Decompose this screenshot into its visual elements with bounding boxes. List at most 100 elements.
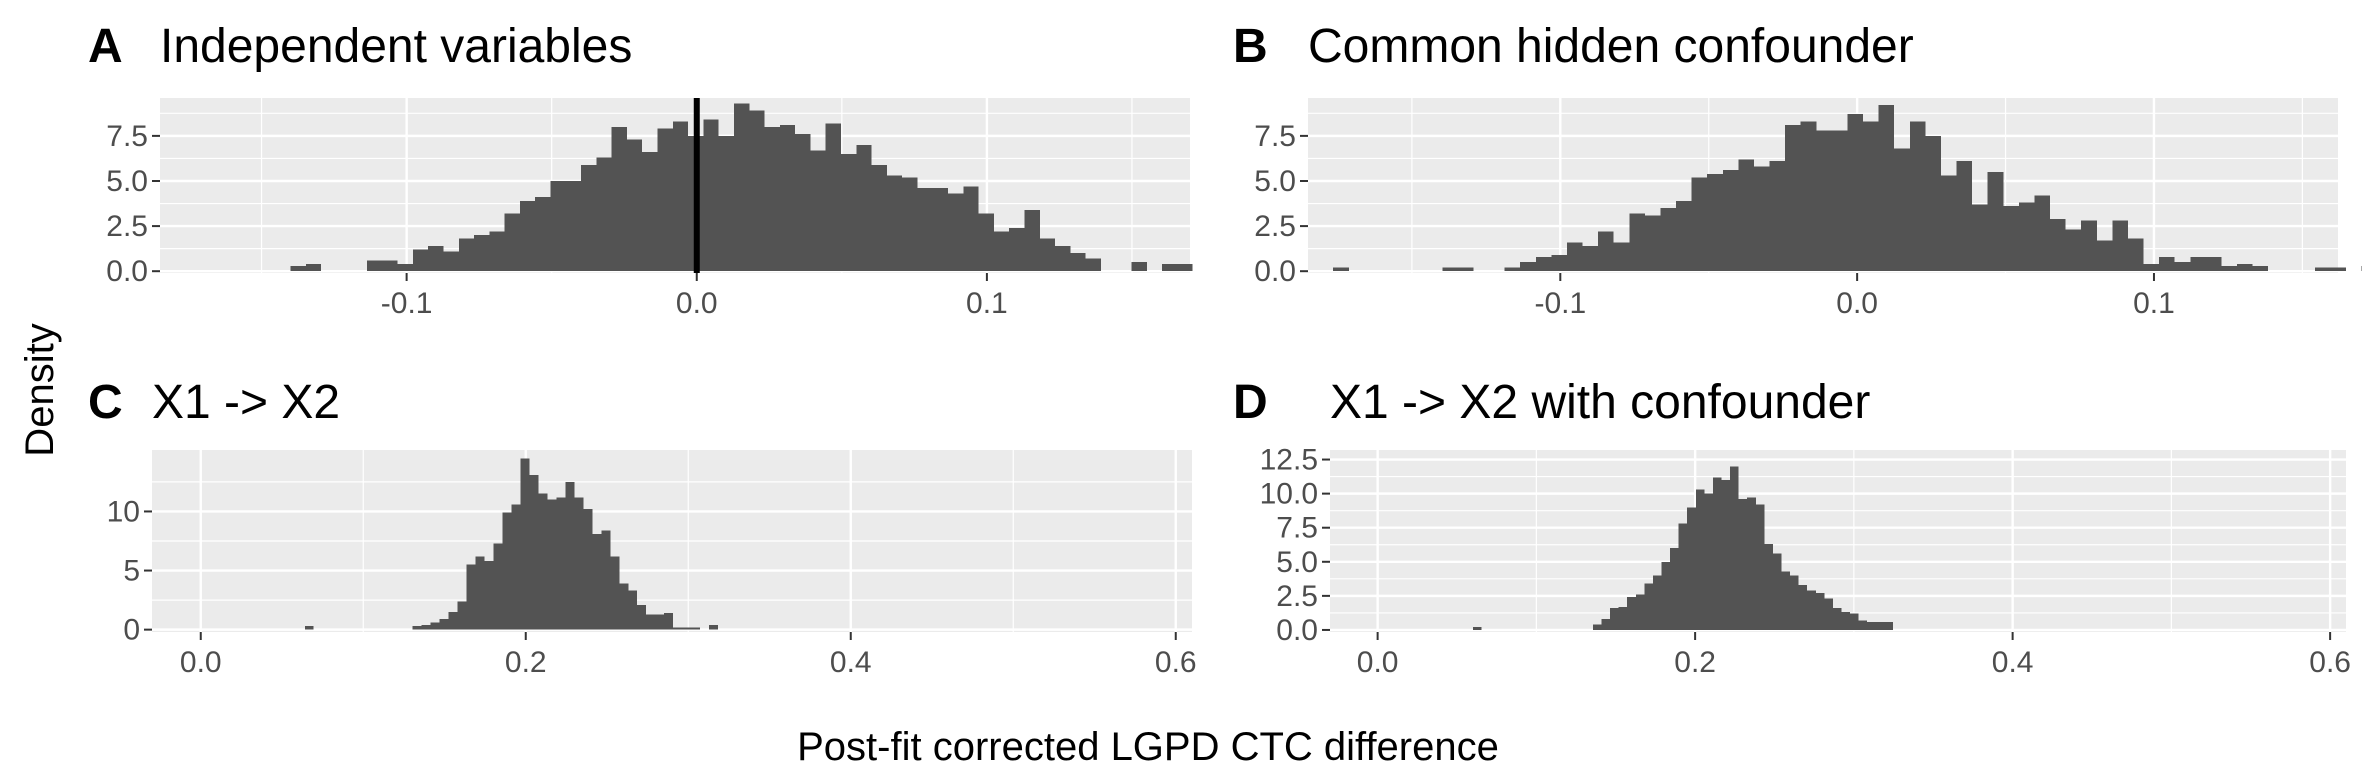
panel-b-bar (2065, 229, 2082, 272)
panel-d-bar (1704, 493, 1713, 630)
panel-a-bar (672, 121, 689, 272)
panel-b-bar (2018, 202, 2035, 272)
panel-b-bar (1644, 215, 1661, 272)
panel-d-x-tick-label: 0.0 (1357, 646, 1399, 679)
panel-c-bar (583, 509, 593, 630)
panel-d-bar (1627, 597, 1636, 630)
panel-a-x-tick-label: 0.0 (676, 287, 718, 320)
panel-d-bar (1592, 624, 1602, 630)
panel-a-x-tick-label: 0.1 (966, 287, 1008, 320)
panel-a-bar (703, 119, 719, 272)
panel-b-bar (1520, 262, 1536, 272)
panel-c-y-tick-label: 10 (107, 495, 140, 528)
panel-b-bar (1707, 173, 1723, 272)
panel-a-bar (290, 265, 306, 272)
panel-b-bar (2003, 206, 2019, 272)
panel-c-bar (439, 619, 449, 630)
panel-a-bar (795, 134, 811, 272)
panel-a-bar (993, 231, 1010, 272)
panel-d-bar (1832, 608, 1842, 630)
panel-b-bar (2159, 256, 2175, 272)
panel-c-letter: C (88, 376, 123, 429)
panel-b-bar (2081, 220, 2097, 272)
panel-a-bar (902, 177, 918, 272)
panel-c-bar (529, 474, 539, 630)
panel-a: A Independent variables 0.0 2.5 5.0 7.5 -0.1… (88, 20, 1193, 320)
panel-a-bar (1131, 262, 1147, 272)
panel-d: D X1 -> X2 with confounder 0.02.55.07.51… (1233, 376, 2351, 679)
panel-a-bar (1162, 263, 1178, 272)
panel-d-bar (1635, 594, 1645, 630)
panel-a-bar (764, 126, 780, 272)
panel-a-bar (535, 197, 551, 272)
panel-a-bar (871, 164, 887, 272)
panel-a-bar (596, 157, 612, 272)
panel-b-bar (1551, 254, 1567, 272)
panel-a-bar (978, 213, 994, 272)
panel-b-bar (2050, 218, 2066, 272)
panel-a-bar (474, 235, 490, 272)
panel-c-bar (637, 604, 647, 630)
panel-a-bar (733, 103, 750, 272)
panel-d-bar (1815, 593, 1825, 630)
panel-a-bar (749, 110, 765, 272)
panel-d-bar (1610, 608, 1619, 630)
panel-b-y-tick-label: 5.0 (1254, 165, 1296, 198)
panel-d-bar (1695, 489, 1705, 630)
panel-d-bar (1875, 621, 1885, 630)
panel-d-y-tick-label: 10.0 (1260, 478, 1318, 511)
panel-b-bar (1442, 267, 1458, 272)
panel-d-bar (1755, 504, 1765, 630)
panel-d-y-tick-label: 0.0 (1276, 614, 1318, 647)
panel-b-bar (1894, 148, 1910, 272)
panel-a-bar (963, 186, 979, 272)
panel-c-bar (520, 458, 530, 630)
panel-c-bar (457, 601, 467, 630)
panel-d-bar (1670, 548, 1679, 630)
panel-a-bar (810, 150, 826, 272)
panel-b-bar (2221, 265, 2238, 272)
panel-c-bar (709, 624, 719, 630)
panel-d-letter: D (1233, 376, 1268, 429)
panel-a-y-tick-label: 5.0 (106, 165, 148, 198)
panel-b-bar (1769, 161, 1786, 272)
panel-a-bar (412, 249, 429, 272)
panel-b-bar (2330, 267, 2347, 272)
panel-b-x-tick-label: 0.0 (1836, 287, 1878, 320)
panel-a-bar (443, 251, 459, 272)
panel-a-bar (1009, 227, 1025, 272)
panel-d-bar (1850, 613, 1859, 630)
panel-a-bar (504, 213, 520, 272)
panel-a-bar (489, 231, 505, 272)
panel-b-bar (1878, 105, 1895, 272)
panel-c-bar (493, 543, 503, 630)
panel-b-bar (1972, 204, 1988, 272)
panel-a-bar (458, 238, 475, 272)
panel-d-bar (1738, 499, 1748, 630)
panel-b-y-tick-label: 2.5 (1254, 210, 1296, 243)
panel-b-bar (1909, 121, 1926, 272)
panel-b-bar (1816, 130, 1832, 272)
panel-b-letter: B (1233, 20, 1268, 73)
panel-c-bar (655, 614, 665, 630)
panel-d-bar (1772, 553, 1782, 630)
panel-b-bar (2112, 220, 2128, 272)
panel-b-bar (1598, 231, 1614, 272)
panel-b-bar (1987, 171, 2004, 272)
panel-a-bar (1070, 253, 1086, 272)
panel-b-bar (1613, 242, 1630, 272)
panel-c: C X1 -> X2 0 5 10 0.0 0.2 0.4 0.6 (88, 376, 1197, 679)
panel-d-bar (1652, 575, 1662, 630)
panel-b-bar (1660, 208, 1677, 272)
panel-c-bar (430, 622, 440, 630)
panel-c-bar (511, 504, 521, 630)
panel-a-bar (305, 263, 322, 272)
panel-b-bar (1785, 125, 1801, 272)
panel-b-x-tick-label: 0.1 (2133, 287, 2175, 320)
panel-d-bar (1678, 523, 1688, 630)
panel-d-bar (1858, 620, 1868, 630)
panel-b-y-tick-label: 0.0 (1254, 255, 1296, 288)
panel-a-bar (626, 139, 643, 272)
panel-a-bar (1055, 245, 1071, 272)
panel-d-bar (1644, 583, 1653, 630)
